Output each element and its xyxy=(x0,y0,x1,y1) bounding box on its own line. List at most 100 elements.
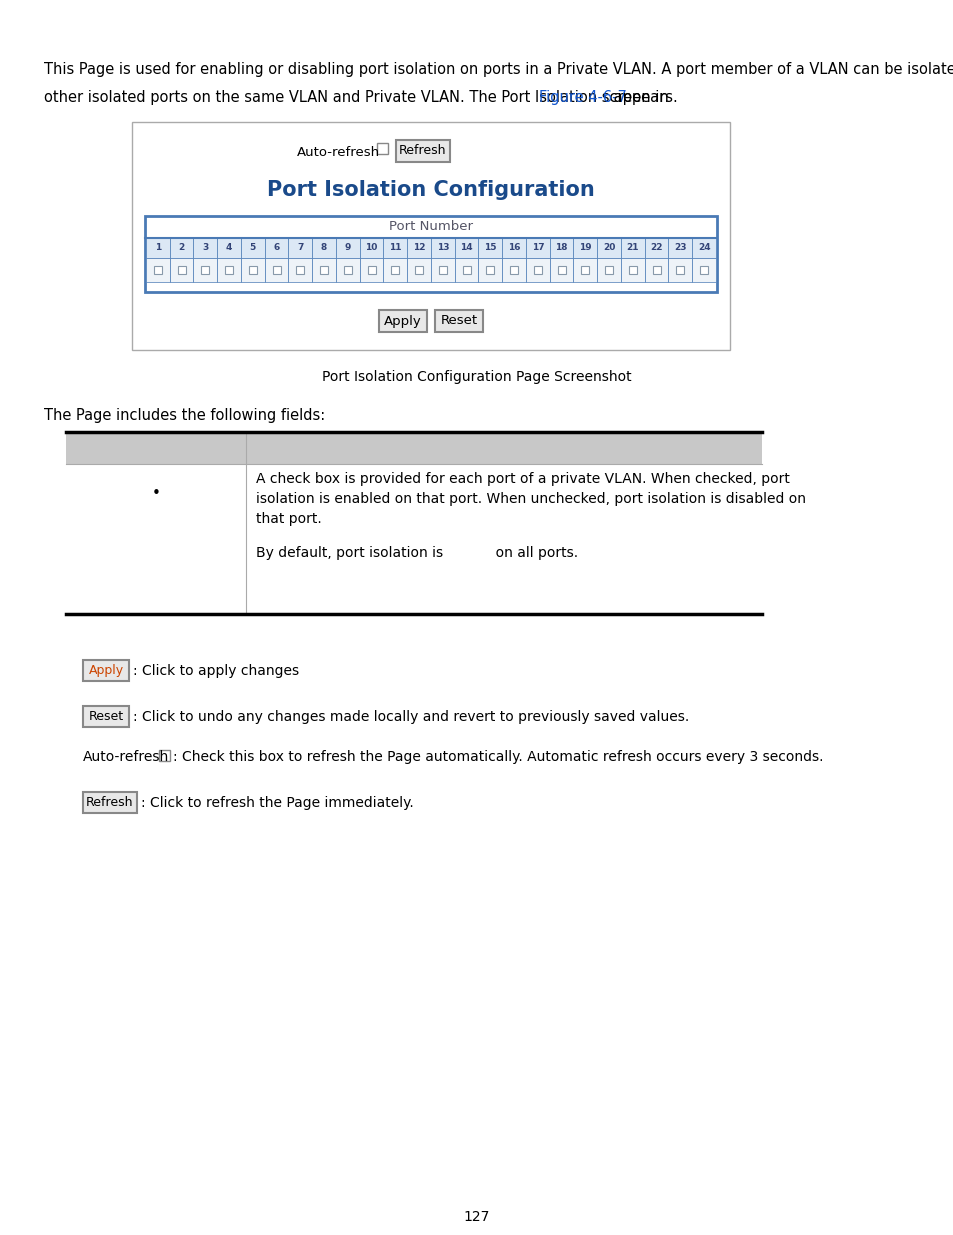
Bar xyxy=(217,238,241,258)
Bar xyxy=(486,266,494,274)
Text: 16: 16 xyxy=(507,243,519,252)
Bar xyxy=(146,216,716,238)
Bar xyxy=(478,258,501,282)
Bar xyxy=(288,258,312,282)
Bar xyxy=(620,258,644,282)
Bar xyxy=(549,238,573,258)
Bar xyxy=(597,238,620,258)
Text: 7: 7 xyxy=(297,243,303,252)
Bar xyxy=(462,266,470,274)
Text: 8: 8 xyxy=(320,243,327,252)
Bar xyxy=(359,238,383,258)
Bar xyxy=(407,258,431,282)
Bar xyxy=(177,266,186,274)
Text: 15: 15 xyxy=(483,243,497,252)
Text: Apply: Apply xyxy=(384,315,421,327)
Text: 19: 19 xyxy=(578,243,591,252)
Bar xyxy=(249,266,256,274)
Bar xyxy=(146,238,170,258)
Bar xyxy=(83,792,137,813)
Text: 23: 23 xyxy=(674,243,686,252)
Bar xyxy=(580,266,589,274)
Bar xyxy=(534,266,541,274)
Bar xyxy=(510,266,517,274)
Bar xyxy=(146,258,170,282)
Text: appears.: appears. xyxy=(608,90,677,105)
Bar xyxy=(241,258,265,282)
Bar xyxy=(320,266,328,274)
Text: Auto-refresh: Auto-refresh xyxy=(83,750,169,764)
Bar xyxy=(644,258,668,282)
Bar xyxy=(367,266,375,274)
Bar xyxy=(573,238,597,258)
Text: 22: 22 xyxy=(650,243,662,252)
Text: 4: 4 xyxy=(226,243,233,252)
Bar xyxy=(668,238,692,258)
Bar xyxy=(604,266,613,274)
Bar xyxy=(668,258,692,282)
Bar xyxy=(435,310,482,332)
Bar xyxy=(676,266,683,274)
Bar xyxy=(431,238,455,258)
Text: This Page is used for enabling or disabling port isolation on ports in a Private: This Page is used for enabling or disabl… xyxy=(44,62,953,77)
Bar xyxy=(335,258,359,282)
Bar xyxy=(241,238,265,258)
Text: The Page includes the following fields:: The Page includes the following fields: xyxy=(44,408,325,424)
Text: Reset: Reset xyxy=(440,315,477,327)
Bar xyxy=(335,238,359,258)
Bar xyxy=(455,238,478,258)
Bar xyxy=(132,122,729,350)
Bar xyxy=(170,258,193,282)
Bar xyxy=(193,258,217,282)
Text: A check box is provided for each port of a private VLAN. When checked, port: A check box is provided for each port of… xyxy=(255,472,789,487)
Bar xyxy=(700,266,707,274)
Text: other isolated ports on the same VLAN and Private VLAN. The Port Isolation scree: other isolated ports on the same VLAN an… xyxy=(44,90,673,105)
Bar xyxy=(525,238,549,258)
Bar xyxy=(501,238,525,258)
Bar xyxy=(525,258,549,282)
Text: : Click to refresh the Page immediately.: : Click to refresh the Page immediately. xyxy=(141,795,414,809)
Bar xyxy=(455,258,478,282)
Bar xyxy=(159,750,170,761)
Bar xyxy=(146,258,716,282)
Text: 6: 6 xyxy=(274,243,279,252)
Bar xyxy=(501,258,525,282)
Text: : Click to undo any changes made locally and revert to previously saved values.: : Click to undo any changes made locally… xyxy=(132,709,688,724)
Text: 13: 13 xyxy=(436,243,449,252)
Bar xyxy=(383,238,407,258)
Text: Refresh: Refresh xyxy=(399,144,446,158)
Text: 11: 11 xyxy=(389,243,401,252)
Bar xyxy=(438,266,446,274)
Bar xyxy=(217,258,241,282)
Bar xyxy=(558,266,565,274)
Bar xyxy=(644,238,668,258)
Bar xyxy=(692,238,716,258)
Text: 10: 10 xyxy=(365,243,377,252)
Bar xyxy=(83,706,129,727)
Bar xyxy=(265,258,288,282)
Text: : Check this box to refresh the Page automatically. Automatic refresh occurs eve: : Check this box to refresh the Page aut… xyxy=(172,750,822,764)
Text: Port Isolation Configuration: Port Isolation Configuration xyxy=(267,180,595,200)
Bar xyxy=(395,140,450,162)
Bar xyxy=(573,258,597,282)
Text: isolation is enabled on that port. When unchecked, port isolation is disabled on: isolation is enabled on that port. When … xyxy=(255,492,805,506)
Text: 5: 5 xyxy=(250,243,255,252)
Text: Reset: Reset xyxy=(89,710,124,722)
Bar xyxy=(692,258,716,282)
Bar xyxy=(83,659,129,680)
Text: Auto-refresh: Auto-refresh xyxy=(296,147,379,159)
Text: 21: 21 xyxy=(626,243,639,252)
Text: Port Number: Port Number xyxy=(389,221,473,233)
Bar xyxy=(343,266,352,274)
Text: : Click to apply changes: : Click to apply changes xyxy=(132,663,299,678)
Bar xyxy=(145,216,717,291)
Bar xyxy=(296,266,304,274)
Bar xyxy=(153,266,162,274)
Text: By default, port isolation is            on all ports.: By default, port isolation is on all por… xyxy=(255,546,578,559)
Text: 24: 24 xyxy=(697,243,710,252)
Bar xyxy=(201,266,209,274)
Text: 127: 127 xyxy=(463,1210,490,1224)
Bar xyxy=(66,432,761,464)
Bar xyxy=(359,258,383,282)
Text: 14: 14 xyxy=(460,243,473,252)
